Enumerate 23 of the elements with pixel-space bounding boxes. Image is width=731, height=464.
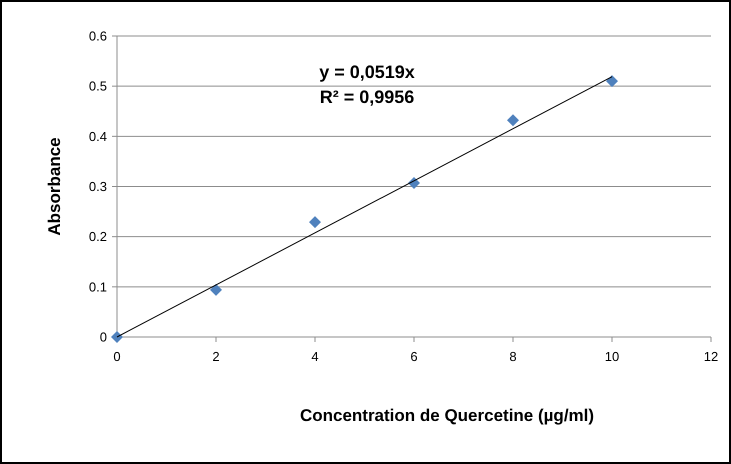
x-tick-label: 4 xyxy=(311,349,319,364)
point xyxy=(309,216,321,228)
y-tick-label: 0.5 xyxy=(88,78,107,94)
y-tick-label: 0.3 xyxy=(88,179,107,194)
point xyxy=(606,75,618,88)
y-tick-label: 0.2 xyxy=(88,229,107,244)
y-tick-label: 0.6 xyxy=(88,28,107,44)
y-tick-label: 0.1 xyxy=(88,279,107,294)
point xyxy=(210,284,222,296)
x-axis-title: Concentration de Quercetine (µg/ml) xyxy=(300,406,594,425)
x-tick-label: 2 xyxy=(212,349,220,364)
annotation: y = 0,0519x xyxy=(319,62,415,82)
x-tick-label: 0 xyxy=(113,349,121,364)
annotation: R² = 0,9956 xyxy=(320,87,414,107)
x-tick-label: 10 xyxy=(604,349,620,364)
y-tick-label: 0 xyxy=(100,330,107,345)
point xyxy=(111,331,123,343)
x-tick-label: 12 xyxy=(704,349,718,364)
y-axis-title: Absorbance xyxy=(45,137,64,236)
y-tick-label: 0.4 xyxy=(88,128,107,144)
x-tick-label: 6 xyxy=(410,349,418,364)
x-tick-label: 8 xyxy=(509,349,517,364)
point xyxy=(507,114,519,126)
